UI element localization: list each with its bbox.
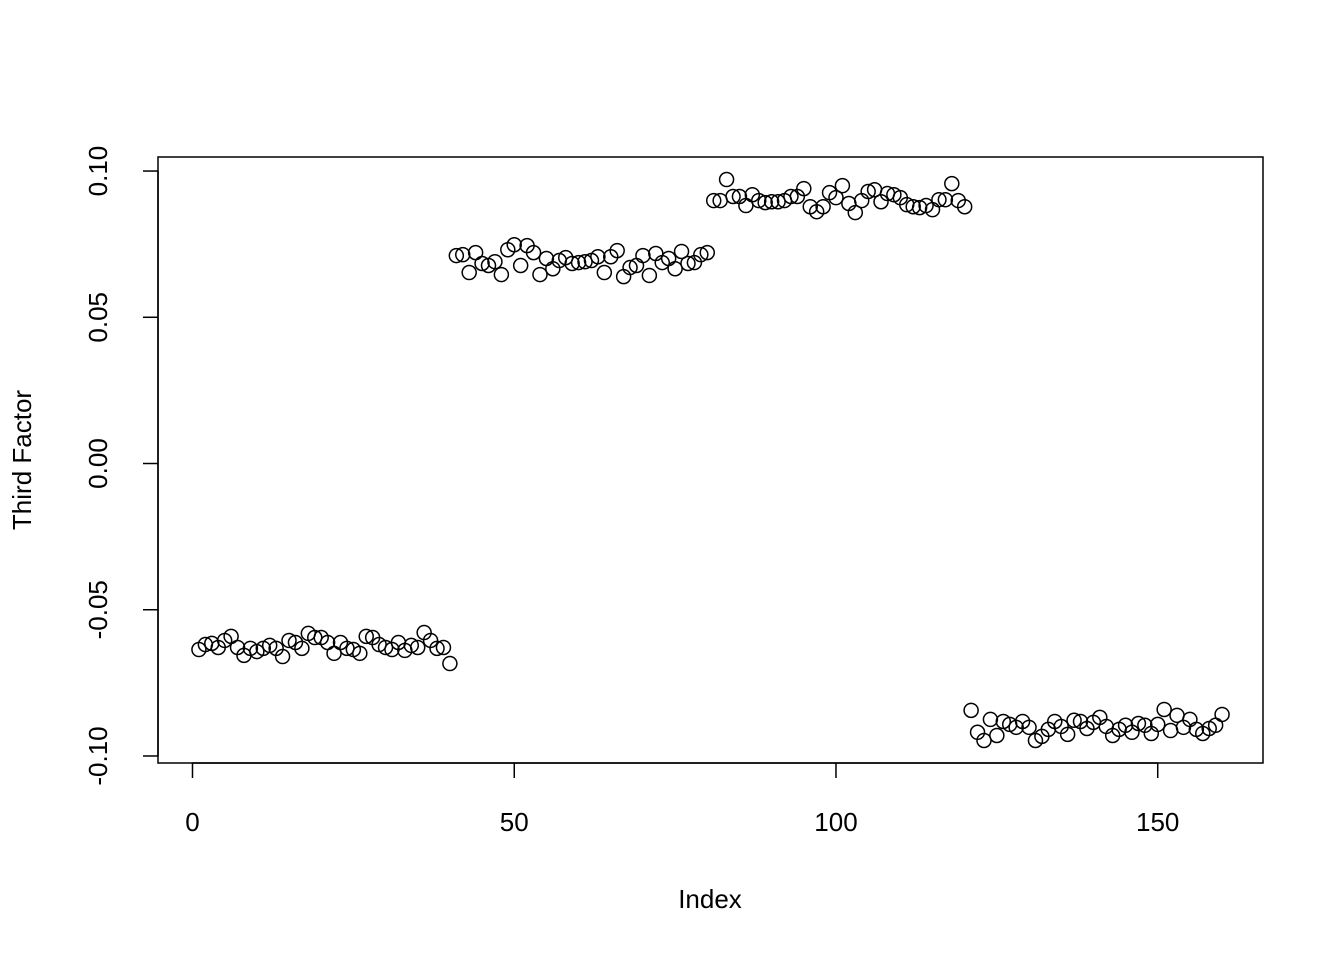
point: [435, 639, 452, 656]
point: [673, 243, 690, 260]
point: [828, 189, 844, 206]
x-tick-label: 50: [500, 807, 529, 837]
point: [403, 637, 420, 654]
point: [834, 177, 851, 194]
point: [448, 247, 465, 264]
point: [281, 632, 297, 649]
x-tick-label: 0: [185, 807, 199, 837]
point: [622, 259, 638, 276]
point: [763, 193, 780, 210]
point: [989, 727, 1005, 744]
point: [815, 198, 831, 215]
point: [409, 639, 426, 656]
point: [847, 204, 864, 221]
point: [725, 188, 741, 205]
point: [461, 264, 477, 281]
point: [1059, 726, 1076, 743]
point: [358, 628, 374, 645]
point: [570, 254, 587, 271]
point: [429, 640, 445, 657]
point: [512, 257, 529, 274]
point: [564, 255, 580, 272]
y-tick-label: 0.10: [83, 146, 113, 197]
y-tick-label: 0.00: [83, 438, 113, 489]
point: [294, 640, 310, 657]
point: [1214, 706, 1230, 723]
point: [718, 171, 735, 188]
x-tick-label: 150: [1136, 807, 1179, 837]
point: [596, 264, 613, 281]
point: [937, 191, 954, 208]
point: [1156, 701, 1172, 718]
point: [905, 198, 921, 215]
point: [944, 175, 960, 192]
point: [796, 180, 812, 197]
point: [1162, 722, 1179, 739]
point: [474, 255, 490, 272]
y-tick-label: -0.05: [83, 580, 113, 639]
point: [274, 648, 291, 665]
point: [931, 191, 947, 208]
point: [532, 266, 548, 283]
point: [1149, 716, 1166, 733]
point: [609, 242, 625, 259]
point: [641, 267, 658, 284]
y-tick-label: 0.05: [83, 292, 113, 343]
x-axis-title: Index: [678, 884, 742, 914]
point: [757, 194, 773, 211]
y-axis-title: Third Factor: [7, 390, 37, 530]
point: [705, 192, 722, 209]
point: [1066, 712, 1082, 729]
point: [493, 266, 510, 283]
point: [667, 260, 683, 277]
point: [525, 244, 542, 261]
point: [693, 246, 709, 263]
point: [770, 193, 786, 210]
x-tick-label: 100: [814, 807, 857, 837]
point: [963, 702, 979, 719]
point: [982, 711, 999, 728]
point: [860, 183, 876, 200]
point: [467, 244, 484, 261]
point: [699, 244, 716, 261]
point: [956, 198, 973, 215]
point: [1021, 719, 1037, 736]
point: [680, 255, 696, 272]
point: [326, 645, 342, 662]
point: [911, 199, 928, 216]
point: [1130, 715, 1147, 732]
point: [487, 253, 503, 270]
y-tick-label: -0.10: [83, 726, 113, 785]
point: [751, 192, 767, 209]
point: [590, 248, 606, 265]
plot-box: [157, 156, 1264, 764]
point: [506, 236, 522, 253]
point: [442, 655, 458, 672]
point: [538, 250, 555, 267]
point: [352, 645, 368, 662]
point: [455, 246, 471, 263]
point: [783, 188, 799, 205]
point: [635, 247, 651, 264]
